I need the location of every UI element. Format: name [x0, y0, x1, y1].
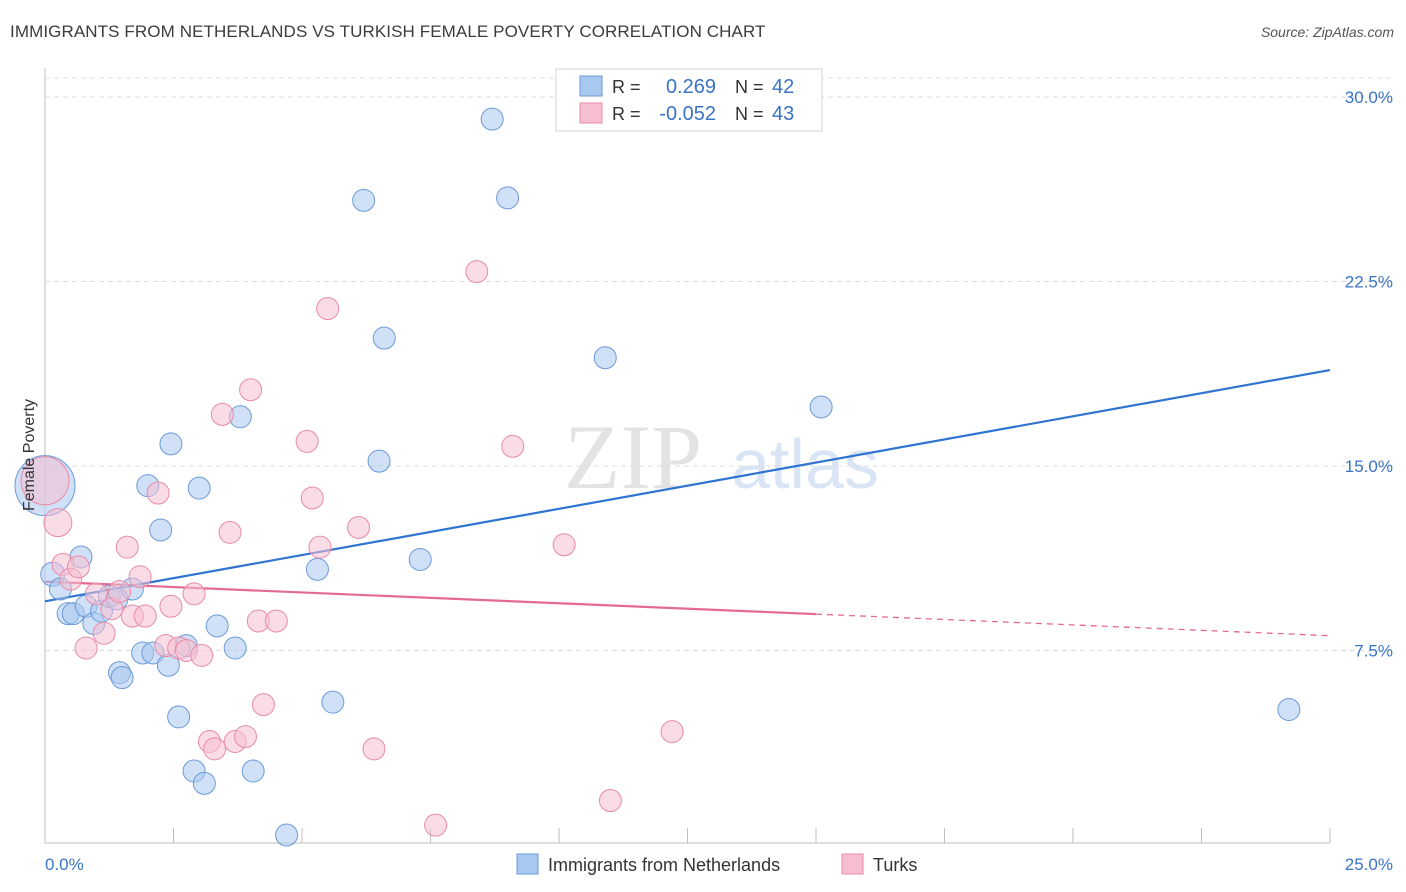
bottom-legend-swatch-netherlands	[516, 853, 539, 875]
point-turks	[239, 378, 263, 402]
point-turks	[362, 737, 386, 761]
point-turks	[74, 636, 98, 660]
y-tick-labels: 7.5% 15.0% 22.5% 30.0%	[1345, 88, 1393, 661]
point-turks	[251, 693, 275, 717]
point-turks	[20, 456, 70, 506]
bottom-legend-swatch-turks	[841, 853, 864, 875]
legend-n-label-1: N =	[735, 77, 764, 97]
legend-swatch-netherlands	[579, 75, 603, 97]
watermark-zip: ZIP	[564, 406, 702, 508]
point-netherlands	[187, 476, 211, 500]
bottom-legend-label-netherlands: Immigrants from Netherlands	[548, 855, 780, 875]
point-turks	[552, 533, 576, 557]
point-turks	[210, 402, 234, 426]
point-netherlands	[352, 188, 376, 212]
trend-line-turks-extension	[815, 613, 1331, 637]
point-netherlands	[110, 666, 134, 690]
point-turks	[203, 737, 227, 761]
point-turks	[300, 486, 324, 510]
point-netherlands	[305, 557, 329, 581]
trend-lines	[44, 368, 1331, 637]
chart-title: IMMIGRANTS FROM NETHERLANDS VS TURKISH F…	[10, 22, 766, 41]
point-turks	[128, 565, 152, 589]
point-netherlands	[496, 186, 520, 210]
point-turks	[598, 789, 622, 813]
point-turks	[84, 582, 108, 606]
point-netherlands	[809, 395, 833, 419]
y-tick-label: 7.5%	[1354, 642, 1393, 661]
point-turks	[133, 604, 157, 628]
y-tick-label: 22.5%	[1345, 273, 1393, 292]
point-turks	[159, 594, 183, 618]
point-turks	[43, 508, 73, 538]
legend-n-value-1: 42	[772, 76, 794, 98]
point-netherlands	[223, 636, 247, 660]
point-netherlands	[367, 449, 391, 473]
trend-line-turks	[44, 580, 817, 616]
legend-swatch-turks	[579, 102, 603, 124]
point-turks	[308, 535, 332, 559]
point-turks	[465, 260, 489, 284]
point-turks	[146, 481, 170, 505]
source-credit: Source: ZipAtlas.com	[1260, 24, 1394, 40]
legend-n-label-2: N =	[735, 104, 764, 124]
point-netherlands	[321, 690, 345, 714]
y-tick-label: 15.0%	[1345, 457, 1393, 476]
point-turks	[233, 725, 257, 749]
point-turks	[295, 429, 319, 453]
point-turks	[316, 297, 340, 321]
point-netherlands	[149, 518, 173, 542]
x-tick-max: 25.0%	[1345, 855, 1393, 874]
point-netherlands	[372, 326, 396, 350]
point-netherlands	[159, 432, 183, 456]
point-turks	[660, 720, 684, 744]
point-turks	[66, 555, 90, 579]
point-netherlands	[275, 823, 299, 847]
top-legend: R = 0.269 N = 42 R = -0.052 N = 43	[555, 68, 823, 132]
legend-r-value-2: -0.052	[659, 103, 716, 125]
point-netherlands	[167, 705, 191, 729]
point-netherlands	[408, 547, 432, 571]
point-turks	[182, 582, 206, 606]
point-netherlands	[241, 759, 265, 783]
point-netherlands	[1277, 698, 1301, 722]
bottom-legend-label-turks: Turks	[873, 855, 917, 875]
point-netherlands	[593, 346, 617, 370]
point-netherlands	[192, 771, 216, 795]
point-netherlands	[480, 107, 504, 131]
point-turks	[501, 434, 525, 458]
x-tick-min: 0.0%	[45, 855, 84, 874]
point-turks	[347, 516, 371, 539]
point-turks	[190, 643, 214, 667]
trend-line-netherlands	[44, 368, 1331, 603]
point-turks	[424, 813, 448, 837]
legend-r-label-2: R =	[612, 104, 641, 124]
point-turks	[92, 621, 116, 645]
bottom-legend: Immigrants from Netherlands Turks	[516, 853, 917, 875]
y-axis-label: Female Poverty	[21, 399, 38, 511]
point-turks	[218, 520, 242, 544]
x-tick-marks	[173, 828, 1331, 843]
legend-r-value-1: 0.269	[666, 76, 716, 98]
data-points	[14, 107, 1301, 847]
legend-r-label-1: R =	[612, 77, 641, 97]
legend-n-value-2: 43	[772, 103, 794, 125]
point-turks	[115, 535, 139, 559]
y-tick-label: 30.0%	[1345, 88, 1393, 107]
point-turks	[108, 579, 132, 603]
point-turks	[264, 609, 288, 633]
point-netherlands	[205, 614, 229, 638]
